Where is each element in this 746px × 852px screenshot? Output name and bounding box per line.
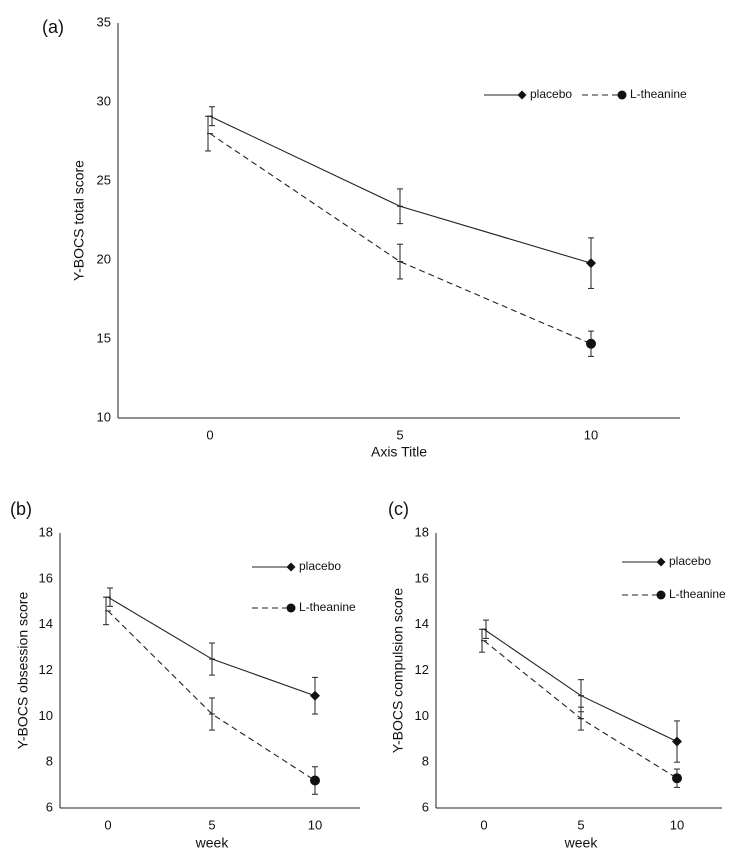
- data-point-marker: [586, 338, 596, 349]
- series-l-theanine: [103, 596, 320, 795]
- y-axis-label: Y-BOCS compulsion score: [390, 588, 406, 753]
- x-tick-label: 0: [206, 427, 213, 442]
- legend-marker: [286, 562, 296, 572]
- data-point-marker: [586, 258, 596, 269]
- legend-label: L-theanine: [630, 87, 687, 101]
- legend-item-placebo: placebo: [252, 559, 341, 573]
- legend-marker: [656, 557, 666, 567]
- y-tick-label: 10: [39, 708, 53, 723]
- y-tick-label: 35: [97, 14, 111, 29]
- panel-label: (b): [10, 499, 32, 519]
- y-tick-label: 16: [39, 570, 53, 585]
- series-placebo: [105, 587, 320, 715]
- legend-marker: [517, 90, 527, 100]
- x-tick-label: 10: [670, 817, 684, 832]
- legend-item-l-theanine: L-theanine: [622, 587, 726, 601]
- data-point-marker: [672, 736, 682, 747]
- legend-marker: [286, 603, 296, 613]
- y-tick-label: 18: [415, 524, 429, 539]
- legend-marker: [617, 90, 627, 100]
- x-tick-label: 5: [577, 817, 584, 832]
- data-point-marker: [310, 775, 320, 786]
- legend-item-placebo: placebo: [622, 554, 711, 568]
- y-tick-label: 14: [39, 616, 53, 631]
- y-tick-label: 20: [97, 251, 111, 266]
- panel-label: (a): [42, 17, 64, 37]
- y-tick-label: 18: [39, 524, 53, 539]
- legend-item-l-theanine: L-theanine: [582, 87, 687, 101]
- series-l-theanine: [479, 628, 682, 788]
- y-tick-label: 16: [415, 570, 429, 585]
- x-axis-label: week: [564, 835, 599, 851]
- x-axis-label: Axis Title: [371, 444, 427, 460]
- legend-label: placebo: [530, 87, 572, 101]
- series-l-theanine: [205, 115, 596, 357]
- legend-label: placebo: [669, 554, 711, 568]
- data-point-marker: [672, 773, 682, 784]
- y-tick-label: 10: [415, 708, 429, 723]
- legend-label: placebo: [299, 559, 341, 573]
- legend-label: L-theanine: [299, 600, 356, 614]
- y-tick-label: 8: [46, 754, 53, 769]
- y-tick-label: 6: [46, 799, 53, 814]
- y-tick-label: 12: [415, 662, 429, 677]
- x-tick-label: 0: [104, 817, 111, 832]
- legend-label: L-theanine: [669, 587, 726, 601]
- series-line: [107, 610, 316, 781]
- y-tick-label: 25: [97, 172, 111, 187]
- x-tick-label: 5: [208, 817, 215, 832]
- series-placebo: [481, 619, 682, 763]
- y-tick-label: 30: [97, 93, 111, 108]
- y-tick-label: 6: [422, 799, 429, 814]
- chart-panel-1: (a) 10 15 20 25 30 35 0 5 10 Axis Title Y-BOCS tota…: [42, 14, 687, 459]
- y-tick-label: 15: [97, 330, 111, 345]
- series-line: [209, 133, 592, 345]
- y-axis-label: Y-BOCS obsession score: [15, 592, 31, 750]
- y-tick-label: 8: [422, 754, 429, 769]
- legend-item-l-theanine: L-theanine: [252, 600, 356, 614]
- panel-label: (c): [388, 499, 409, 519]
- y-axis-label: Y-BOCS total score: [71, 160, 87, 281]
- y-tick-label: 12: [39, 662, 53, 677]
- chart-panel-3: (c) 6 8 10 12 14 16 18 0 5 10 week Y-BOCS compulsion…: [388, 499, 726, 851]
- chart-panel-2: (b) 6 8 10 12 14 16 18 0 5 10 week Y-BOCS obsession …: [10, 499, 360, 851]
- data-point-marker: [310, 690, 320, 701]
- legend-item-placebo: placebo: [484, 87, 572, 101]
- y-tick-label: 14: [415, 616, 429, 631]
- x-tick-label: 10: [584, 427, 598, 442]
- x-tick-label: 5: [396, 427, 403, 442]
- x-axis-label: week: [195, 835, 230, 851]
- legend-marker: [656, 590, 666, 600]
- x-tick-label: 10: [308, 817, 322, 832]
- x-tick-label: 0: [480, 817, 487, 832]
- y-tick-label: 10: [97, 409, 111, 424]
